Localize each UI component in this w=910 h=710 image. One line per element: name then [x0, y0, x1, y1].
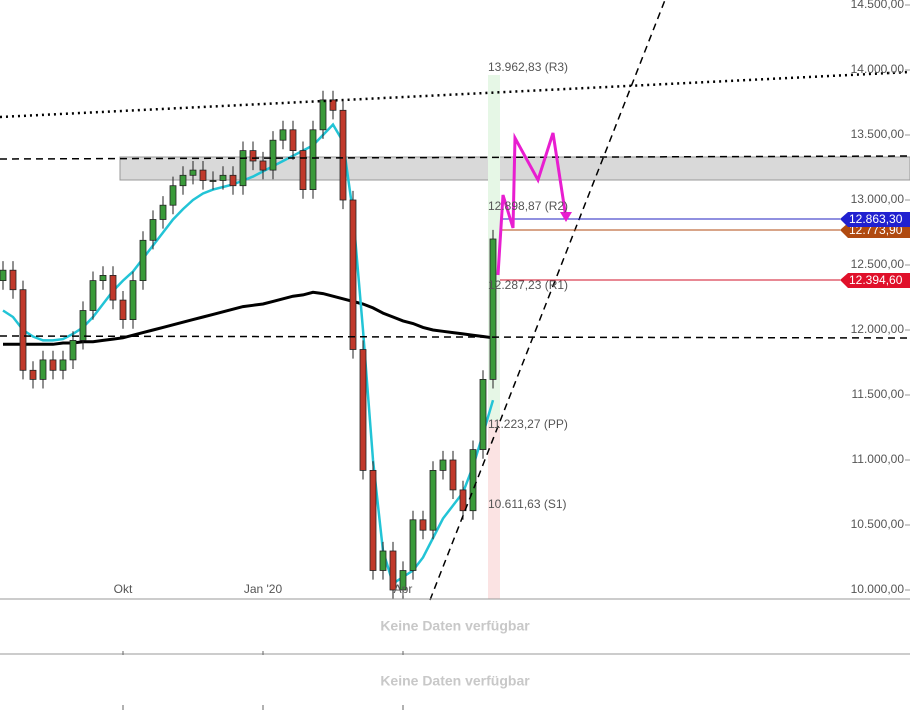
pivot-label: 10.611,63 (S1)	[488, 497, 567, 511]
candle-body	[249, 150, 257, 162]
candle-body	[109, 274, 117, 301]
candle-body	[179, 174, 187, 187]
x-tick-label: Jan '20	[244, 582, 283, 596]
price-tag	[840, 273, 910, 288]
candle-body	[39, 359, 47, 380]
y-tick-label: 10.500,00	[851, 517, 905, 531]
candle-body	[489, 238, 497, 380]
pivot-label: 13.962,83 (R3)	[488, 60, 568, 74]
candle-body	[19, 289, 27, 371]
resistance-line	[0, 70, 910, 119]
candle-body	[399, 570, 407, 591]
y-tick-label: 12.000,00	[851, 322, 905, 336]
candle-body	[429, 469, 437, 531]
y-tick-label: 13.500,00	[851, 127, 905, 141]
y-tick-label: 11.500,00	[852, 387, 905, 401]
x-tick-label: Apr	[394, 582, 413, 596]
candle-body	[159, 204, 167, 220]
candle-body	[29, 369, 37, 380]
candle-body	[99, 274, 107, 281]
candle-body	[89, 280, 97, 311]
pivot-label: 11.223,27 (PP)	[488, 417, 568, 431]
candle-body	[339, 109, 347, 201]
candle-body	[189, 169, 197, 176]
candle-body	[0, 269, 7, 282]
dashed-line	[0, 155, 910, 160]
y-tick-label: 13.000,00	[851, 192, 905, 206]
no-data: Keine Daten verfügbar	[380, 618, 530, 634]
candle-body	[129, 280, 137, 321]
candle-body	[49, 359, 57, 371]
candle-body	[329, 99, 337, 111]
pivot-band-down	[488, 420, 500, 599]
price-tag-label: 12.863,30	[849, 212, 903, 226]
dashed-line	[0, 335, 910, 339]
candle-body	[419, 519, 427, 531]
candle-body	[9, 269, 17, 291]
candle-body	[469, 449, 477, 512]
candle-body	[309, 129, 317, 191]
candle-body	[389, 550, 397, 591]
pivot-label: 12.898,87 (R2)	[488, 199, 568, 213]
x-tick-label: Okt	[114, 582, 133, 596]
candle-body	[289, 129, 297, 152]
candle-body	[349, 199, 357, 350]
candle-body	[449, 459, 457, 491]
y-tick-label: 10.000,00	[851, 582, 905, 596]
y-tick-label: 14.500,00	[851, 0, 905, 11]
candle-body	[359, 349, 367, 471]
candle-body	[239, 150, 247, 187]
candle-body	[169, 185, 177, 206]
candle-body	[259, 160, 267, 171]
candle-body	[139, 239, 147, 282]
y-tick-label: 11.000,00	[852, 452, 905, 466]
candle-body	[209, 180, 217, 182]
arrow	[560, 212, 572, 222]
candle-body	[379, 550, 387, 571]
candle-body	[299, 150, 307, 191]
no-data: Keine Daten verfügbar	[380, 673, 530, 689]
candle-body	[459, 489, 467, 512]
candle-body	[229, 174, 237, 187]
candle-body	[59, 359, 67, 371]
candle-body	[319, 99, 327, 131]
candle-body	[369, 469, 377, 571]
candle-body	[69, 339, 77, 361]
candle-body	[219, 174, 227, 181]
candle-body	[479, 378, 487, 450]
pivot-label: 12.287,23 (R1)	[488, 278, 568, 292]
candle-body	[119, 299, 127, 321]
candle-body	[199, 169, 207, 181]
y-tick-label: 12.500,00	[851, 257, 905, 271]
price-tag	[840, 212, 910, 227]
price-tag-label: 12.394,60	[849, 273, 903, 287]
moving-average	[2, 122, 495, 586]
candle-body	[279, 129, 287, 141]
y-tick-label: 14.000,00	[851, 62, 905, 76]
projection	[496, 132, 568, 276]
candle-body	[439, 459, 447, 471]
candle-body	[149, 219, 157, 241]
candle-body	[269, 139, 277, 171]
moving-average	[3, 290, 494, 346]
candle-body	[79, 310, 87, 341]
plot	[0, 90, 497, 599]
candle-body	[409, 519, 417, 571]
